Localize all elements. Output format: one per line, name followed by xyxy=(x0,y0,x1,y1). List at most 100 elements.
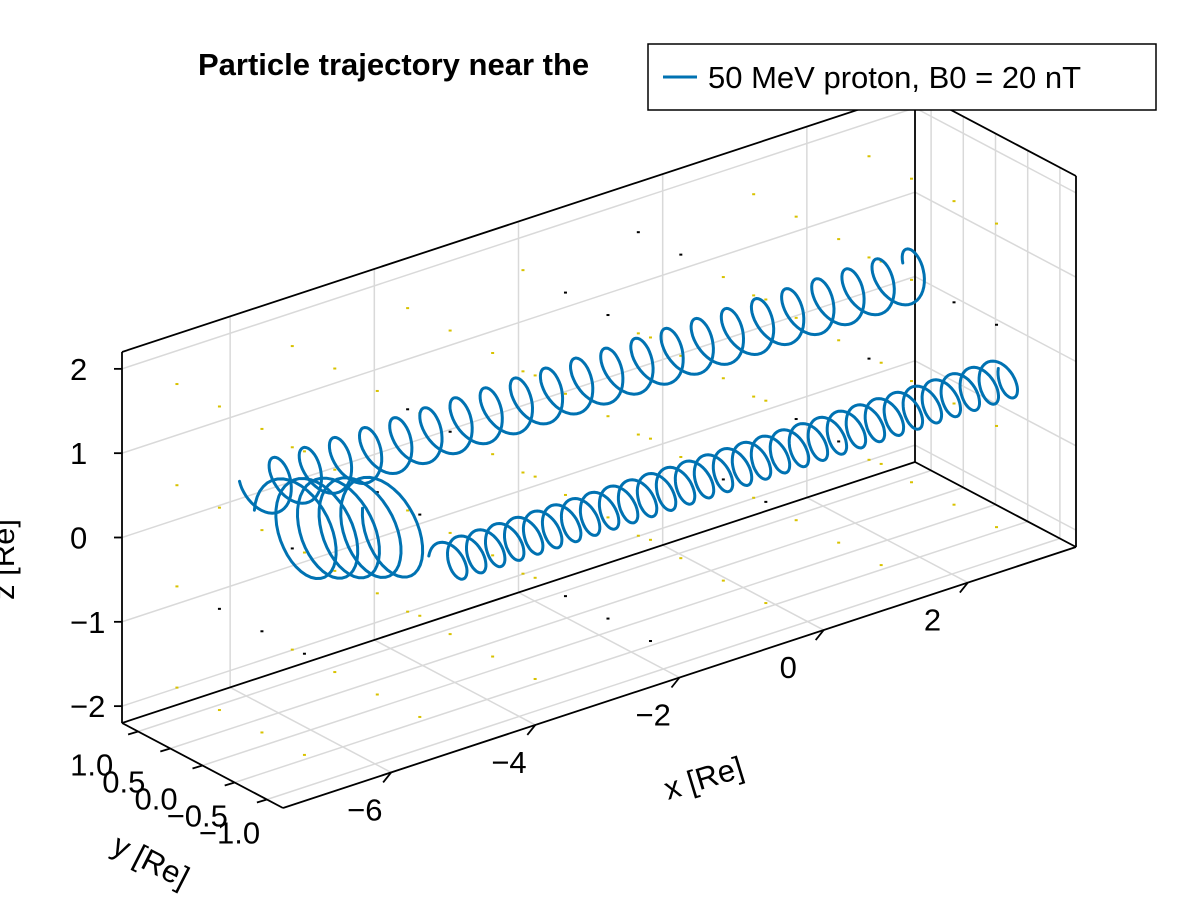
field-marker xyxy=(721,478,725,481)
field-marker xyxy=(794,215,798,218)
field-marker xyxy=(521,572,525,575)
y-tick-mark xyxy=(224,781,235,787)
field-marker xyxy=(794,519,798,522)
field-marker xyxy=(491,655,495,658)
field-marker xyxy=(636,231,640,234)
field-marker xyxy=(217,405,221,408)
field-marker xyxy=(448,430,452,433)
x-axis-label: x [Re] xyxy=(660,750,748,807)
y-tick-mark xyxy=(127,730,139,736)
x-tick-label: 0 xyxy=(780,650,797,685)
field-marker xyxy=(333,367,337,370)
field-marker xyxy=(418,513,422,516)
y-tick-label: −0.5 xyxy=(167,799,228,834)
field-marker xyxy=(721,276,725,279)
chart-title: Particle trajectory near the xyxy=(198,47,589,82)
y-tick-label: 0.5 xyxy=(102,765,145,800)
field-marker xyxy=(175,686,179,689)
field-marker xyxy=(752,395,756,398)
field-marker xyxy=(563,493,567,496)
field-marker xyxy=(606,516,610,519)
z-axis-label: z [Re] xyxy=(0,519,21,600)
field-marker xyxy=(952,402,956,405)
z-tick-label: −2 xyxy=(70,689,105,724)
y-tick-label: 0.0 xyxy=(135,782,178,817)
field-marker xyxy=(302,652,306,655)
field-marker xyxy=(491,351,495,354)
x-tick-mark xyxy=(814,629,825,641)
field-marker xyxy=(175,484,179,487)
grid-line-floor-y xyxy=(137,469,932,733)
field-marker xyxy=(406,408,410,411)
z-tick-label: 1 xyxy=(70,436,87,471)
x-tick-label: 2 xyxy=(924,603,941,638)
field-marker xyxy=(837,440,841,443)
field-marker xyxy=(217,709,221,712)
field-marker xyxy=(290,446,294,449)
field-marker xyxy=(375,592,379,595)
field-marker xyxy=(648,336,652,339)
field-marker xyxy=(302,450,306,453)
trajectory-segment-2 xyxy=(427,359,1019,581)
field-marker xyxy=(290,345,294,348)
grid-line-back-z xyxy=(121,191,916,454)
grid-line-floor-y xyxy=(170,486,964,750)
field-marker xyxy=(375,491,379,494)
legend-entry-label: 50 MeV proton, B0 = 20 nT xyxy=(708,60,1081,95)
field-marker xyxy=(794,316,798,319)
y-tick-label: 1.0 xyxy=(70,748,113,783)
field-marker xyxy=(764,602,768,605)
x-tick-label: −6 xyxy=(347,792,382,827)
y-tick-mark xyxy=(192,764,203,770)
field-marker xyxy=(260,427,264,430)
grid-line-floor-y xyxy=(202,503,996,767)
grid-line-back-z xyxy=(121,107,916,370)
field-marker xyxy=(995,323,999,326)
grid-line-back-z xyxy=(121,444,916,707)
field-marker xyxy=(448,531,452,534)
legend: 50 MeV proton, B0 = 20 nT xyxy=(647,43,1157,111)
field-markers xyxy=(175,155,999,756)
field-marker xyxy=(533,374,537,377)
field-marker xyxy=(418,614,422,617)
field-marker xyxy=(636,433,640,436)
field-marker xyxy=(952,301,956,304)
grid-line-floor-y xyxy=(234,520,1028,784)
field-marker xyxy=(867,155,871,158)
y-tick-label: −1.0 xyxy=(199,816,260,851)
field-marker xyxy=(333,671,337,674)
field-marker xyxy=(375,389,379,392)
field-marker xyxy=(406,509,410,512)
trajectory-segment-1 xyxy=(252,475,425,580)
field-marker xyxy=(837,339,841,342)
field-marker xyxy=(491,453,495,456)
x-tick-mark xyxy=(670,676,681,689)
x-tick-mark xyxy=(382,771,392,783)
field-marker xyxy=(333,569,337,572)
x-tick-label: −4 xyxy=(491,745,526,780)
grid-lines xyxy=(121,99,1077,801)
field-marker xyxy=(533,677,537,680)
field-marker xyxy=(910,278,914,281)
field-marker xyxy=(995,424,999,427)
field-marker xyxy=(648,437,652,440)
field-marker xyxy=(679,557,683,560)
field-marker xyxy=(995,222,999,225)
field-marker xyxy=(290,648,294,651)
field-marker xyxy=(521,471,525,474)
field-marker xyxy=(721,579,725,582)
frame-edge xyxy=(121,461,916,724)
field-marker xyxy=(648,538,652,541)
field-marker xyxy=(418,715,422,718)
field-marker xyxy=(606,314,610,317)
field-marker xyxy=(175,383,179,386)
y-axis-label: y [Re] xyxy=(107,827,195,895)
tick-labels: −6 −4 −2 0 2 1.00.50.0−0.5−1.0 −2 −1 0 1 2 xyxy=(70,352,941,851)
x-tick-mark xyxy=(526,724,537,736)
frame-edge xyxy=(914,461,1077,548)
field-marker xyxy=(217,506,221,509)
field-marker xyxy=(533,475,537,478)
frame-edge xyxy=(121,90,916,353)
field-marker xyxy=(764,298,768,301)
field-marker xyxy=(290,547,294,550)
